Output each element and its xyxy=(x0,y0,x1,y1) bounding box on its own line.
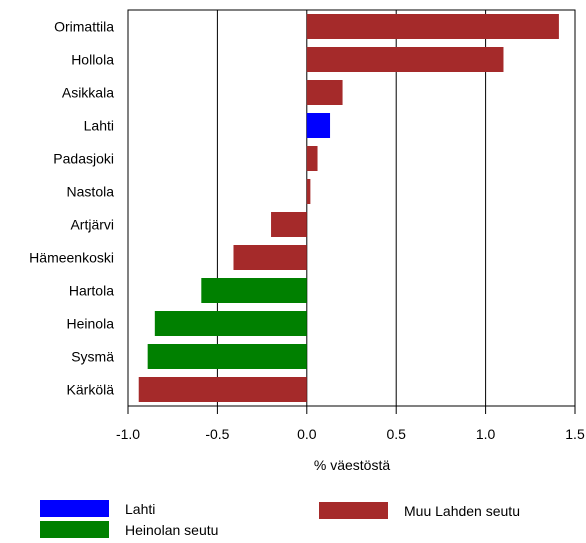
bar-nastola xyxy=(306,179,311,204)
y-tick-label: Padasjoki xyxy=(53,151,114,167)
legend-label: Lahti xyxy=(125,501,155,517)
x-axis-label: % väestöstä xyxy=(314,457,390,473)
x-tick-label: 1.0 xyxy=(476,426,496,442)
bar-layer xyxy=(138,14,559,402)
y-tick-label: Orimattila xyxy=(54,19,114,35)
bar-heinola xyxy=(154,311,307,336)
x-axis-ticks: -1.0 -0.5 0.0 0.5 1.0 1.5 xyxy=(116,406,585,442)
bar-asikkala xyxy=(306,80,343,105)
y-tick-label: Kärkölä xyxy=(67,382,115,398)
y-tick-label: Hämeenkoski xyxy=(29,250,114,266)
legend-label: Heinolan seutu xyxy=(125,522,218,538)
x-tick-label: 1.5 xyxy=(565,426,585,442)
y-tick-label: Nastola xyxy=(67,184,115,200)
x-tick-label: 0.0 xyxy=(297,426,317,442)
bar-hartola xyxy=(201,278,307,303)
legend-swatch xyxy=(40,500,109,517)
bar-padasjoki xyxy=(306,146,318,171)
bar-hollola xyxy=(306,47,504,72)
x-tick-label: -1.0 xyxy=(116,426,140,442)
legend-swatch xyxy=(40,521,109,538)
plot-frame xyxy=(127,9,576,407)
y-tick-label: Sysmä xyxy=(71,349,114,365)
y-tick-label: Hollola xyxy=(71,52,114,68)
bar-artjärvi xyxy=(271,212,307,237)
y-tick-label: Artjärvi xyxy=(70,217,114,233)
x-tick-label: -0.5 xyxy=(205,426,229,442)
bar-kärkölä xyxy=(138,377,307,402)
y-tick-label: Lahti xyxy=(84,118,114,134)
bar-lahti xyxy=(306,113,331,138)
y-tick-label: Heinola xyxy=(67,316,115,332)
legend-swatch xyxy=(319,502,388,519)
bar-hämeenkoski xyxy=(233,245,307,270)
grid-layer xyxy=(216,10,487,406)
bar-orimattila xyxy=(306,14,559,39)
y-tick-label: Asikkala xyxy=(62,85,114,101)
bar-sysmä xyxy=(147,344,307,369)
y-tick-label: Hartola xyxy=(69,283,114,299)
x-tick-label: 0.5 xyxy=(386,426,406,442)
legend-label: Muu Lahden seutu xyxy=(404,503,520,519)
y-axis-labels: Orimattila Hollola Asikkala Lahti Padasjoki N… xyxy=(29,19,114,398)
legend: Lahti Heinolan seutu Muu Lahden seutu xyxy=(40,500,520,538)
